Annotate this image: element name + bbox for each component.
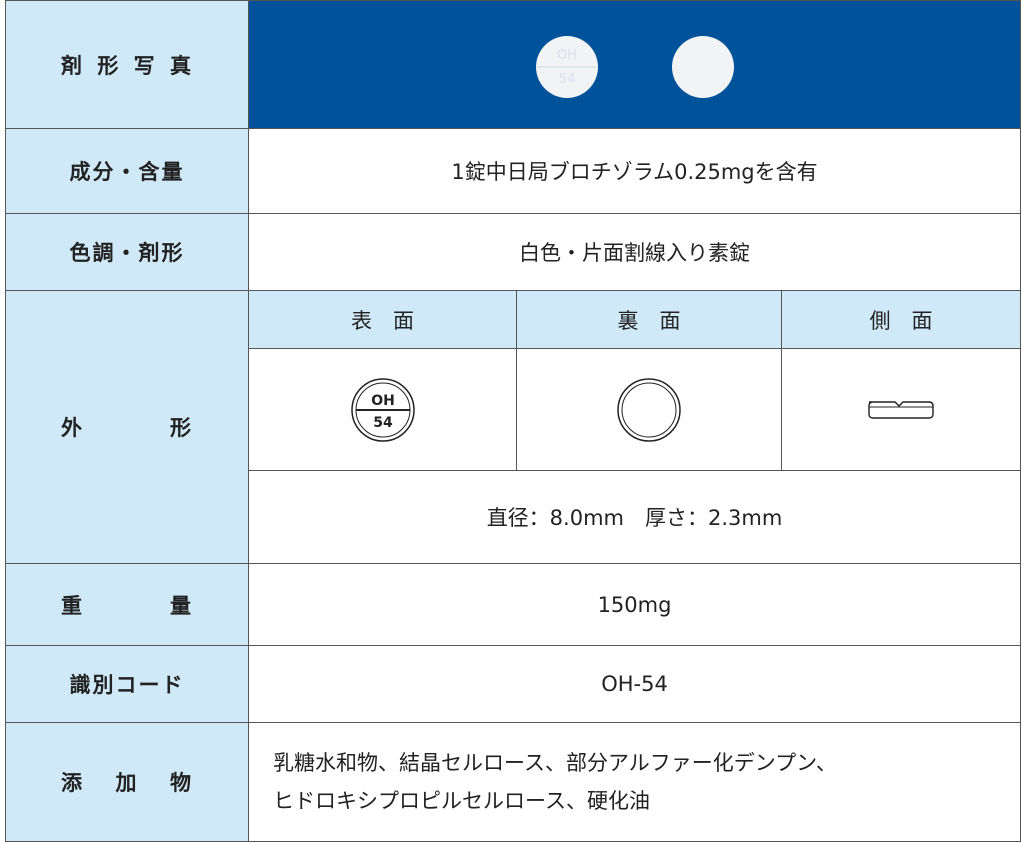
label: 剤形写真 xyxy=(61,53,193,78)
row-label: 外形 xyxy=(5,290,249,564)
value-line: 乳糖水和物、結晶セルロース、部分アルファー化デンプン、 xyxy=(273,751,837,775)
row-label: 色調・剤形 xyxy=(5,213,249,291)
cell: OH 54 xyxy=(248,348,517,471)
label: 重量 xyxy=(61,593,193,618)
row-label: 重量 xyxy=(5,563,249,646)
label: 成分・含量 xyxy=(69,160,185,184)
tablet-photo: OH 54 xyxy=(535,35,734,98)
front-drawing: OH 54 xyxy=(350,377,415,442)
outline xyxy=(868,400,934,419)
label: 外形 xyxy=(61,416,193,440)
cell: OH-54 xyxy=(248,645,1021,723)
outline xyxy=(621,382,677,437)
cell: 白色・片面割線入り素錠 xyxy=(248,213,1021,291)
cell: 乳糖水和物、結晶セルロース、部分アルファー化デンプン、 ヒドロキシプロピルセルロ… xyxy=(248,722,1021,842)
value: 150mg xyxy=(597,592,672,617)
row-label: 成分・含量 xyxy=(5,128,249,214)
label: 添加物 xyxy=(61,771,193,795)
value-line: ヒドロキシプロピルセルロース、硬化油 xyxy=(273,789,650,813)
header: 表 面 xyxy=(351,308,414,333)
cell xyxy=(781,348,1021,471)
label: 色調・剤形 xyxy=(69,241,185,265)
imprint: OH xyxy=(371,393,395,409)
value: 1錠中日局ブロチゾラム0.25mgを含有 xyxy=(451,160,818,184)
row-label: 添加物 xyxy=(5,722,249,842)
cell: 直径：8.0mm 厚さ：2.3mm xyxy=(248,470,1021,564)
cell: 1錠中日局ブロチゾラム0.25mgを含有 xyxy=(248,128,1021,214)
back-drawing xyxy=(617,377,681,442)
imprint: 54 xyxy=(558,72,575,87)
photo-cell: OH 54 xyxy=(248,0,1021,129)
sub-header: 表 面 xyxy=(248,290,517,349)
value: 白色・片面割線入り素錠 xyxy=(519,241,750,265)
imprint: OH xyxy=(556,48,576,63)
label: 識別コード xyxy=(69,673,185,697)
imprint: 54 xyxy=(373,415,393,431)
side-drawing xyxy=(868,400,934,419)
header: 側 面 xyxy=(869,308,933,333)
cell: 150mg xyxy=(248,563,1021,646)
tablet-back xyxy=(671,35,734,98)
sub-header: 裏 面 xyxy=(516,290,782,349)
value: 直径：8.0mm 厚さ：2.3mm xyxy=(486,506,783,530)
row-label: 剤形写真 xyxy=(5,0,249,129)
row-label: 識別コード xyxy=(5,645,249,723)
outline xyxy=(617,377,681,442)
sub-header: 側 面 xyxy=(781,290,1021,349)
outline xyxy=(350,377,415,442)
cell xyxy=(516,348,782,471)
value: OH-54 xyxy=(601,672,668,696)
header: 裏 面 xyxy=(617,308,681,333)
